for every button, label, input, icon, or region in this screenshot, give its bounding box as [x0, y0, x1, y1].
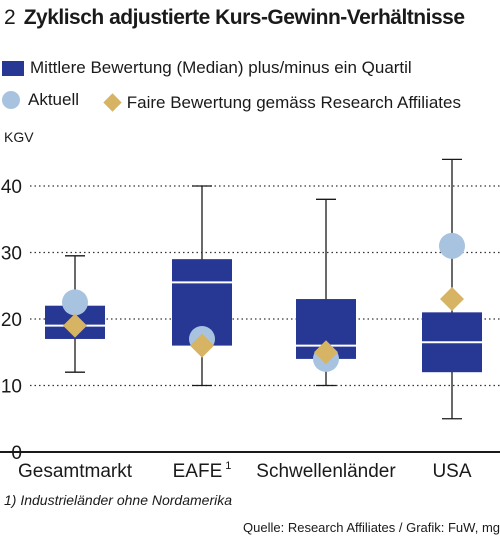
x-tick-superscript-eafe: 1	[225, 460, 231, 472]
x-tick-label-usa: USA	[432, 461, 471, 482]
legend-row-2: Aktuell Faire Bewertung gemäss Research …	[2, 90, 479, 114]
legend-current-label: Aktuell	[28, 90, 80, 109]
legend-median: Mittlere Bewertung (Median) plus/minus e…	[2, 58, 412, 78]
legend-current: Aktuell	[2, 90, 79, 110]
y-axis-label: KGV	[4, 129, 34, 145]
footnote: 1) Industrieländer ohne Nordamerika	[4, 492, 233, 508]
current-marker-gesamtmarkt	[62, 289, 88, 316]
legend-median-label: Mittlere Bewertung (Median) plus/minus e…	[30, 58, 412, 77]
y-tick-label-30: 30	[1, 244, 22, 265]
source-credit: Quelle: Research Affiliates / Grafik: Fu…	[243, 520, 500, 535]
legend-fair-label: Faire Bewertung gemäss Research Affiliat…	[126, 92, 461, 112]
legend-box-swatch	[2, 60, 24, 76]
x-tick-label-schwellenländer: Schwellenländer	[256, 461, 396, 482]
y-tick-label-40: 40	[1, 177, 22, 198]
x-tick-label-gesamtmarkt: Gesamtmarkt	[18, 461, 133, 482]
fair-marker-usa	[440, 287, 464, 312]
x-tick-label-eafe: EAFE 1	[173, 460, 232, 482]
chart-title-text: Zyklisch adjustierte Kurs-Gewinn-Verhält…	[23, 6, 465, 29]
fair-marker-eafe	[190, 333, 214, 358]
y-tick-label-10: 10	[1, 377, 22, 398]
chart-number: 2	[4, 6, 16, 29]
legend-row-1: Mittlere Bewertung (Median) plus/minus e…	[2, 58, 430, 81]
legend-circle-swatch	[2, 91, 20, 109]
legend-fair: Faire Bewertung gemäss Research Affiliat…	[102, 93, 461, 113]
y-tick-label-0: 0	[11, 443, 22, 464]
fair-marker-gesamtmarkt	[63, 313, 87, 338]
chart-title: 2 Zyklisch adjustierte Kurs-Gewinn-Verhäl…	[4, 6, 465, 30]
current-marker-usa	[439, 232, 465, 259]
fair-marker-schwellenländer	[314, 340, 338, 365]
y-tick-label-20: 20	[1, 310, 22, 331]
